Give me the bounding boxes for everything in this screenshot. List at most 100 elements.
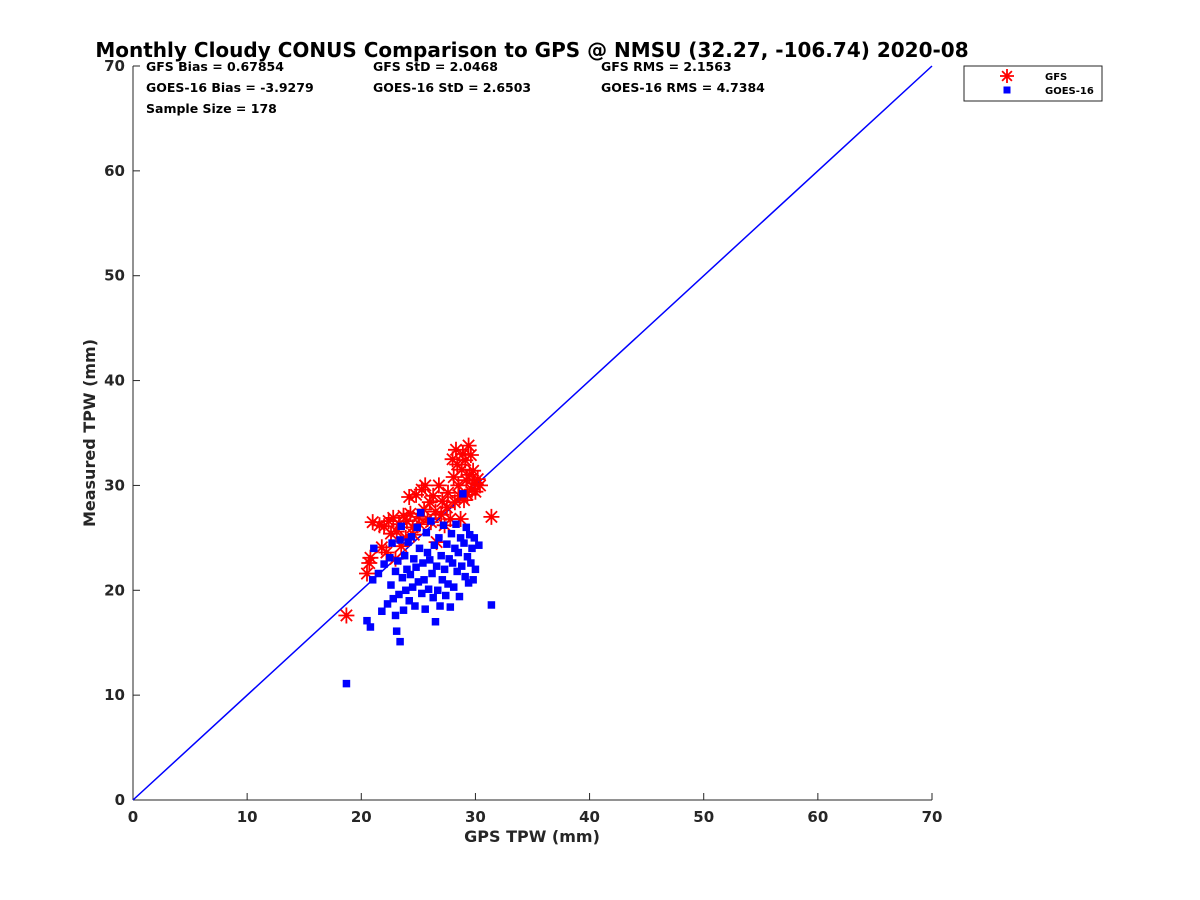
goes16-point [462,523,471,532]
y-tick-label: 0 [115,791,125,809]
series-gfs [338,437,500,624]
goes16-point [449,583,458,591]
goes16-point [395,590,403,599]
goes16-point [446,603,455,611]
gfs-point [395,507,412,524]
x-tick-label: 40 [579,808,600,826]
gfs-point [338,607,355,624]
gfs-point-shape [438,499,455,516]
goes16-point [400,551,409,560]
gfs-point-shape [385,509,402,526]
goes16-point [475,541,483,549]
goes16-point [435,534,443,542]
goes16-point [471,565,480,574]
stat-text: GOES-16 RMS = 4.7384 [601,80,765,95]
goes16-point [407,533,416,541]
gfs-point-shape [410,508,427,525]
x-tick-label: 20 [351,808,372,826]
legend-gfs-marker [1000,69,1014,83]
goes16-point [405,597,413,605]
gfs-point [433,506,450,523]
goes16-point [468,544,476,553]
goes16-point [440,565,449,574]
gfs-point [398,513,415,530]
gfs-point-shape [401,489,418,505]
goes16-point [380,560,388,568]
goes16-point [368,576,377,584]
goes16-point [463,552,472,561]
goes16-point [448,559,457,567]
gfs-point [421,494,438,511]
goes16-point [455,592,464,601]
goes16-point [430,541,439,549]
legend: GFS GOES-16 [963,65,1103,102]
goes16-point [429,593,437,602]
gfs-point [454,446,471,462]
gfs-point [483,508,500,525]
gfs-point-shape [371,517,388,534]
goes16-point [445,555,453,563]
gfs-point [397,529,414,546]
x-tick-label: 10 [237,808,258,826]
goes16-point [396,637,404,646]
goes16-point [388,539,396,547]
legend-goes16-marker [1003,86,1011,94]
stat-text: GFS Bias = 0.67854 [146,59,284,74]
gfs-point [404,519,421,536]
x-tick-label: 50 [693,808,714,826]
goes16-point [416,508,425,517]
goes16-point [438,576,447,584]
gfs-point-shape [402,505,419,522]
gfs-point-shape [460,437,477,454]
gfs-point-shape [442,511,459,527]
gfs-point-shape [362,549,379,566]
goes16-point [451,544,459,553]
x-axis-label: GPS TPW (mm) [464,827,600,846]
goes16-point [414,578,423,586]
gfs-point-shape [462,447,479,463]
goes16-point [420,576,428,584]
gfs-point [465,462,482,479]
gfs-point [427,503,444,520]
gfs-point [417,477,434,494]
gfs-point-shape [452,511,469,527]
goes16-point [398,573,407,582]
goes16-point [403,565,411,574]
legend-box [963,65,1103,102]
gfs-point-shape [454,446,471,462]
goes16-point [452,520,460,528]
stat-text: GOES-16 Bias = -3.9279 [146,80,314,95]
gfs-point [410,508,427,525]
goes16-point [419,559,427,567]
goes16-point [391,567,400,576]
gfs-point [434,493,451,510]
y-axis-label: Measured TPW (mm) [80,339,99,527]
gfs-point-shape [421,494,438,511]
goes16-point [428,569,436,578]
goes16-point [394,557,402,565]
gfs-point [383,525,399,542]
goes16-point [454,548,463,557]
series-goes-16 [342,490,496,688]
gfs-point-shape [338,607,355,624]
stat-text: Sample Size = 178 [146,101,277,116]
goes16-point [404,538,412,546]
gfs-point [448,441,464,458]
goes16-point [436,602,444,610]
goes16-point [397,522,405,531]
goes16-point [459,490,467,498]
data-points-layer [338,437,500,688]
chart-title: Monthly Cloudy CONUS Comparison to GPS @… [95,38,968,62]
goes16-point [408,583,417,591]
gfs-point-shape [483,508,500,525]
gfs-point-shape [456,492,472,509]
gfs-point-shape [417,477,434,494]
gfs-point-shape [469,471,486,488]
stat-text: GFS RMS = 2.1563 [601,59,732,74]
goes16-point [456,534,465,542]
gfs-point [438,499,455,516]
goes16-point [370,544,378,553]
gfs-point [361,555,378,571]
legend-label: GFS [1045,72,1067,83]
gfs-point-shape [383,525,399,542]
